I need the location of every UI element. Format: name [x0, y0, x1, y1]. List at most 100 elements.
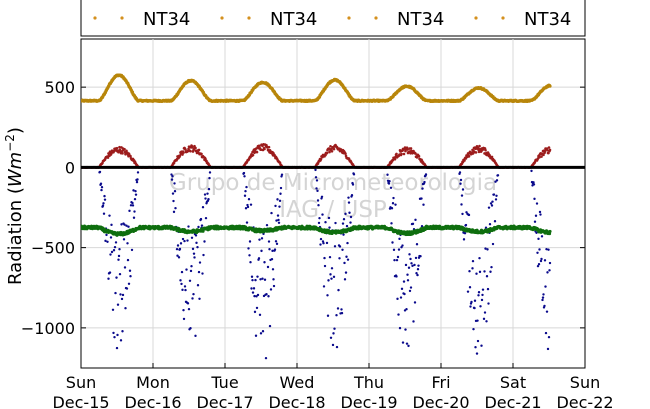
data-point	[133, 210, 136, 213]
x-tick-label-date: Dec-17	[196, 393, 253, 409]
data-point	[398, 326, 402, 330]
data-point	[408, 253, 411, 256]
data-point	[413, 301, 417, 304]
data-point	[276, 214, 280, 217]
data-point	[173, 190, 177, 193]
data-point	[178, 154, 182, 157]
data-point	[491, 242, 495, 246]
data-point	[103, 194, 106, 198]
data-point	[481, 293, 484, 297]
data-point	[114, 241, 118, 244]
data-point	[473, 299, 477, 302]
data-point	[493, 220, 497, 223]
x-tick-label-date: Dec-20	[412, 393, 469, 409]
data-point	[273, 248, 277, 251]
data-point	[490, 155, 494, 159]
data-point	[270, 211, 273, 215]
data-point	[258, 144, 261, 148]
data-point	[191, 247, 195, 251]
data-point	[269, 288, 273, 291]
data-point	[260, 249, 263, 253]
data-point	[463, 232, 467, 235]
data-point	[421, 187, 424, 190]
data-point	[243, 175, 246, 178]
data-point	[201, 272, 204, 275]
data-point	[265, 293, 268, 296]
data-point	[494, 180, 497, 183]
data-point	[184, 148, 187, 151]
data-point	[475, 352, 479, 355]
data-point	[332, 332, 335, 335]
data-point	[272, 278, 275, 281]
data-point	[474, 346, 477, 349]
data-point	[478, 256, 481, 260]
data-point	[129, 204, 133, 207]
y-axis-label: Radiation (Wm−2)	[3, 127, 26, 285]
data-point	[387, 182, 391, 185]
data-point	[104, 239, 107, 243]
data-point	[272, 284, 276, 288]
data-point	[127, 282, 131, 285]
data-point	[261, 330, 265, 333]
data-point	[538, 248, 541, 251]
y-tick-label: −1000	[21, 319, 75, 338]
data-point	[255, 295, 258, 298]
data-point	[182, 317, 186, 321]
data-point	[271, 249, 274, 253]
data-point	[113, 245, 117, 249]
data-point	[461, 188, 465, 191]
data-point	[321, 213, 324, 216]
data-point	[407, 266, 411, 269]
data-point	[391, 241, 394, 244]
data-point	[102, 212, 106, 215]
data-point	[461, 212, 464, 216]
data-point	[110, 223, 113, 227]
data-point	[462, 238, 466, 241]
data-point	[390, 222, 393, 225]
data-point	[116, 333, 119, 337]
data-point	[464, 157, 468, 160]
plot-area	[80, 38, 586, 369]
data-point	[542, 153, 545, 157]
data-point	[279, 192, 282, 195]
data-point	[397, 248, 401, 251]
y-tick-label: 0	[65, 158, 75, 177]
series-longwave_up	[81, 224, 552, 237]
data-point	[194, 146, 197, 150]
data-point	[276, 198, 279, 201]
legend: NT34 NT34 NT34 NT34	[80, 0, 586, 37]
data-point	[350, 194, 354, 197]
data-point	[248, 254, 251, 257]
data-point	[343, 278, 347, 281]
data-point	[278, 205, 281, 208]
data-point	[476, 339, 480, 343]
data-point	[181, 237, 185, 241]
x-tick-label-day: Wed	[280, 373, 315, 392]
data-point	[263, 147, 266, 151]
data-point	[413, 263, 416, 267]
data-point	[401, 244, 404, 247]
data-point	[322, 242, 325, 245]
data-point	[394, 203, 397, 206]
data-point	[546, 271, 549, 274]
data-point	[267, 240, 271, 243]
data-point	[463, 159, 466, 162]
data-point	[128, 269, 132, 272]
data-point	[192, 292, 195, 296]
data-point	[333, 245, 337, 248]
data-point	[191, 146, 194, 149]
data-point	[411, 222, 415, 226]
data-point	[259, 278, 262, 281]
data-point	[414, 152, 417, 155]
data-point	[477, 291, 481, 294]
data-point	[99, 182, 103, 185]
data-point	[542, 293, 545, 296]
data-point	[254, 278, 257, 282]
data-point	[192, 252, 196, 255]
data-point	[250, 275, 254, 278]
y-axis: 500 0 −500 −1000	[21, 78, 585, 338]
data-point	[257, 257, 261, 260]
data-point	[414, 218, 417, 222]
data-point	[545, 247, 548, 251]
data-point	[268, 248, 271, 251]
